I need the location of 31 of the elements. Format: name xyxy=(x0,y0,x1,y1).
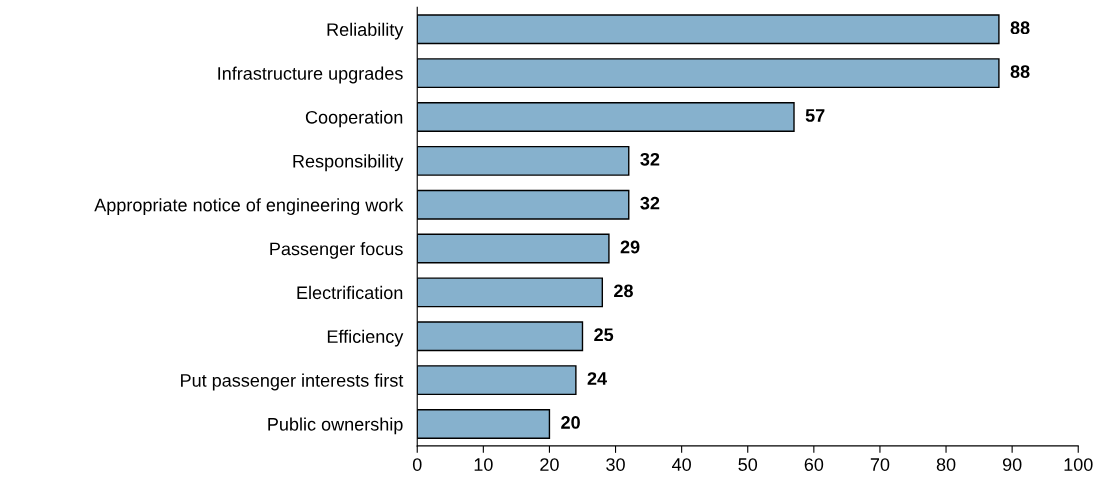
x-tick-label: 60 xyxy=(804,458,824,471)
y-tick-label: Responsibility xyxy=(293,154,404,172)
x-tick-label: 80 xyxy=(936,458,956,471)
x-tick-label: 70 xyxy=(870,458,890,471)
y-tick-label: Cooperation xyxy=(305,110,403,128)
data-label: 25 xyxy=(594,328,614,342)
data-label: 32 xyxy=(640,196,660,210)
y-tick-label: Passenger focus xyxy=(270,242,403,259)
x-tick-label: 50 xyxy=(738,458,758,471)
y-tick-label: Reliability xyxy=(327,22,404,40)
x-tick-label: 10 xyxy=(474,458,493,471)
data-label: 57 xyxy=(805,109,825,122)
x-tick-label: 40 xyxy=(672,458,691,471)
data-label: 29 xyxy=(620,240,640,254)
data-label: 88 xyxy=(1010,21,1030,35)
data-label: 88 xyxy=(1010,65,1030,78)
x-tick-label: 90 xyxy=(1002,458,1022,471)
y-tick-label: Electrification xyxy=(297,285,403,300)
y-tick-label: Public ownership xyxy=(268,417,403,435)
y-tick-label: Infrastructure upgrades xyxy=(218,66,403,84)
data-label: 32 xyxy=(640,152,660,166)
data-label: 24 xyxy=(587,372,607,385)
y-tick-label: Put passenger interests first xyxy=(181,373,404,391)
data-label: 28 xyxy=(614,284,633,298)
y-tick-label: Appropriate notice of engineering work xyxy=(94,198,404,215)
data-label: 20 xyxy=(561,416,580,429)
x-tick-label: 30 xyxy=(606,458,625,471)
y-tick-label: Efficiency xyxy=(327,329,404,347)
x-tick-label: 0 xyxy=(412,458,422,471)
x-tick-label: 20 xyxy=(540,458,559,471)
x-tick-label: 100 xyxy=(1064,458,1093,471)
